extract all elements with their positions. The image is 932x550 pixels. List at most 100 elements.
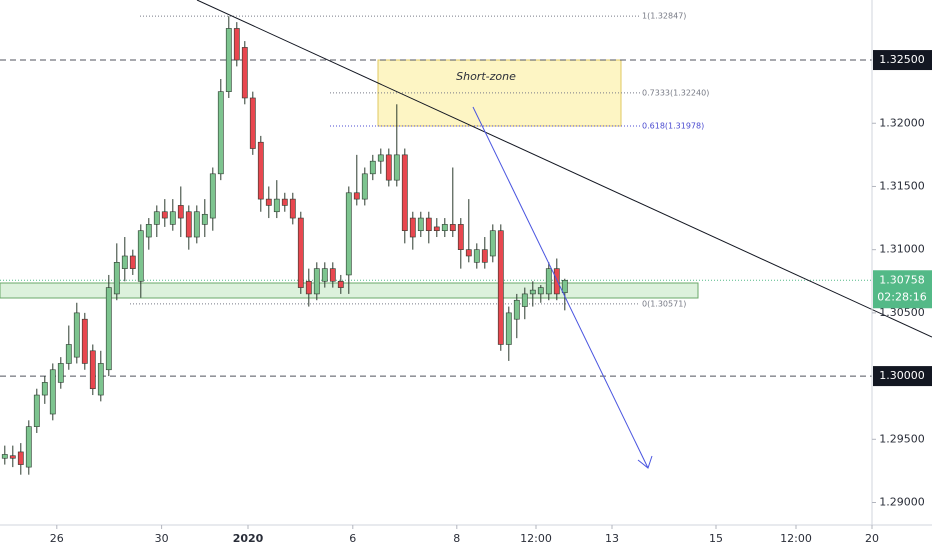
candle-body [481,249,488,263]
candle-body [185,211,192,238]
candle-body [257,141,264,200]
candle-body [153,211,160,225]
candle-body [305,280,312,295]
x-tick-label: 12:00 [780,532,812,545]
candle-body [121,255,128,269]
candle-body [537,287,544,295]
level-label: 1.32500 [879,53,925,66]
y-tick-label: 1.31500 [879,179,925,192]
x-tick-label: 6 [349,532,356,545]
candle-body [409,217,416,238]
candle-body [449,224,456,232]
trend-line [196,0,932,338]
candle-body [33,394,40,427]
candle-body [377,154,384,162]
candle-body [209,173,216,219]
level-badge [873,50,932,71]
fib-label: 1(1.32847) [642,12,686,21]
candle-body [337,280,344,288]
candle-body [65,344,72,364]
price-badge [873,270,932,309]
fib-label: 0.7333(1.32240) [642,88,709,97]
candle-body [529,289,536,295]
countdown-label: 02:28:16 [877,290,926,303]
candle-body [361,173,368,200]
candle-body [465,249,472,257]
fib-label: 0.618(1.31978) [642,122,704,131]
candles [1,16,568,475]
candle-body [177,205,184,219]
y-tick-label: 1.32000 [879,116,925,129]
candle-body [9,455,16,459]
x-tick-label: 26 [50,532,64,545]
candle-body [233,28,240,61]
short-zone-box [377,59,622,127]
candle-body [505,312,512,345]
candle-body [17,451,24,465]
candle-body [441,224,448,232]
candle-body [289,198,296,219]
candle-body [345,192,352,276]
candle-body [97,363,104,396]
candle-body [497,230,504,345]
candle-body [201,213,208,225]
candle-body [433,226,440,232]
candle-body [89,350,96,390]
candle-body [137,230,144,282]
candle-body [113,262,120,295]
fib-label: 0(1.30571) [642,299,686,308]
candle-body [385,154,392,181]
candle-body [169,211,176,225]
candle-body [561,279,568,293]
candle-body [193,211,200,238]
candle-body [161,211,168,219]
axes: 1(1.32847) 0.7333(1.32240) 0.618(1.31978) 0… [0,12,872,377]
candle-body [369,160,376,175]
y-tick-label: 1.31000 [879,243,925,256]
x-tick-label: 20 [865,532,879,545]
candle-body [49,369,56,415]
candle-body [73,312,80,358]
level-badge [873,366,932,387]
candle-body [57,363,64,383]
candle-body [329,268,336,282]
x-tick-label: 13 [605,532,619,545]
candle-body [81,318,88,364]
candle-body [145,224,152,238]
current-price-label: 1.30758 [879,273,925,286]
y-tick-label: 1.29500 [879,432,925,445]
candle-body [273,198,280,213]
candle-body [217,91,224,175]
candle-body [425,217,432,232]
level-label: 1.30000 [879,369,925,382]
x-tick-label: 30 [155,532,169,545]
x-tick-label: 2020 [233,532,264,545]
arrow-head [637,455,653,469]
candle-body [473,249,480,263]
candle-body [393,154,400,181]
candle-body [129,255,136,269]
candle-body [25,426,32,468]
short-zone-label: Short-zone [456,70,516,83]
candle-body [401,154,408,232]
y-tick-label: 1.30500 [879,306,925,319]
candle-body [513,299,520,320]
x-tick-label: 12:00 [520,532,552,545]
candle-body [281,198,288,206]
candle-body [457,224,464,250]
candle-body [521,293,528,307]
candle-body [545,268,552,295]
candle-body [313,268,320,295]
candle-body [241,47,248,99]
x-tick-label: 15 [709,532,723,545]
candle-body [41,382,48,396]
candle-body [105,287,112,371]
candle-body [265,198,272,206]
candle-body [297,217,304,288]
y-tick-label: 1.29000 [879,495,925,508]
candle-body [1,454,8,459]
candle-body [249,97,256,149]
drawings [196,0,932,469]
